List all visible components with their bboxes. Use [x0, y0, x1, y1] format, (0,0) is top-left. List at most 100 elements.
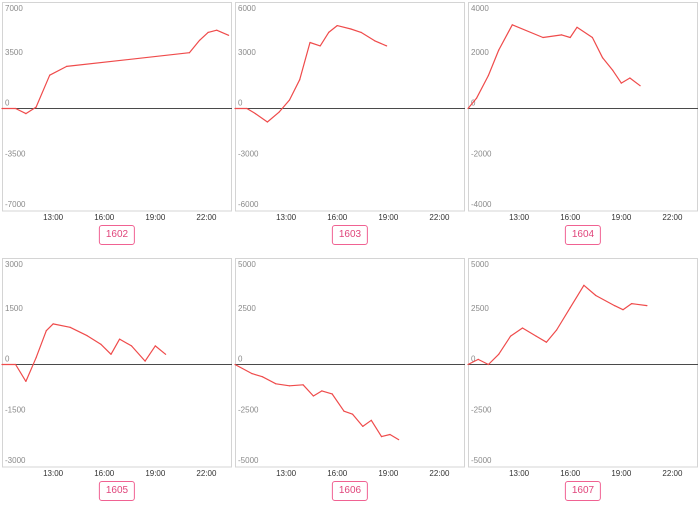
x-tick-label: 16:00 — [327, 213, 348, 222]
contract-1602-button[interactable]: 1602 — [98, 225, 136, 245]
y-tick-label: 3000 — [5, 260, 23, 269]
data-point — [646, 305, 648, 307]
data-point — [602, 57, 604, 59]
x-tick-label: 22:00 — [196, 213, 217, 222]
x-tick-label: 22:00 — [196, 469, 217, 478]
data-point — [254, 113, 256, 115]
y-tick-label: 0 — [471, 355, 476, 364]
data-point — [309, 41, 311, 44]
x-tick-label: 13:00 — [43, 213, 64, 222]
data-point — [362, 425, 364, 427]
chart-panel-1602: 7000 3500 0 -3500 -7000 13:00 16:00 19:00 22:00 … — [1, 2, 232, 252]
y-tick-label: 2500 — [238, 304, 256, 313]
data-point — [130, 345, 133, 347]
data-point — [66, 65, 68, 67]
data-point — [261, 376, 263, 378]
chart-1604: 4000 2000 0 -2000 -4000 13:00 16:00 19:00 22:00 — [467, 2, 698, 222]
data-point — [360, 31, 362, 33]
plot-frame — [235, 2, 465, 212]
data-point — [374, 40, 376, 42]
chart-panel-1607: 5000 2500 0 -2500 -5000 13:00 16:00 19:00 22:00 … — [467, 258, 698, 508]
y-tick-label: 2000 — [471, 48, 489, 57]
data-point — [631, 303, 633, 305]
data-point — [380, 436, 383, 438]
chart-1607: 5000 2500 0 -2500 -5000 13:00 16:00 19:00 22:00 — [467, 258, 698, 478]
data-point — [576, 26, 578, 28]
x-tick-label: 22:00 — [662, 469, 683, 478]
contract-1605-button[interactable]: 1605 — [98, 481, 136, 501]
y-tick-label: 5000 — [471, 260, 489, 269]
data-point — [545, 341, 547, 343]
y-tick-label: 0 — [5, 99, 10, 108]
contract-1603-button[interactable]: 1603 — [331, 225, 369, 245]
data-point — [278, 111, 280, 113]
contract-1607-button[interactable]: 1607 — [564, 481, 602, 501]
data-point — [467, 363, 469, 366]
data-point — [612, 69, 614, 71]
y-tick-label: 0 — [238, 355, 243, 364]
data-point — [15, 363, 17, 366]
data-point — [343, 410, 345, 412]
y-tick-label: -7000 — [5, 200, 26, 209]
data-point — [498, 353, 500, 355]
data-point — [35, 106, 37, 108]
chart-panel-1605: 3000 1500 0 -1500 -3000 13:00 16:00 19:00 22:00 … — [1, 258, 232, 508]
x-tick-label: 13:00 — [276, 213, 297, 222]
data-point — [510, 335, 512, 337]
data-point — [1, 363, 3, 366]
data-point — [521, 327, 524, 329]
x-tick-label: 22:00 — [429, 213, 450, 222]
x-tick-label: 19:00 — [378, 213, 399, 222]
chart-1602: 7000 3500 0 -3500 -7000 13:00 16:00 19:00 22:00 — [1, 2, 232, 222]
data-point — [386, 45, 388, 47]
y-tick-label: 6000 — [238, 4, 256, 13]
y-tick-label: -5000 — [471, 456, 492, 465]
y-tick-label: -2500 — [238, 405, 259, 414]
data-point — [475, 97, 478, 99]
series-line — [467, 284, 647, 366]
y-tick-label: 5000 — [238, 260, 256, 269]
x-tick-label: 16:00 — [94, 469, 115, 478]
x-tick-label: 19:00 — [611, 469, 632, 478]
y-tick-label: 0 — [238, 99, 243, 108]
contract-1604-button[interactable]: 1604 — [564, 225, 602, 245]
data-point — [165, 353, 167, 355]
data-point — [591, 36, 593, 39]
y-tick-label: -2000 — [471, 149, 492, 158]
data-point — [266, 121, 268, 123]
data-point — [467, 107, 469, 110]
data-point — [398, 439, 400, 441]
data-point — [275, 383, 277, 385]
y-tick-label: -6000 — [238, 200, 259, 209]
data-point — [321, 390, 323, 392]
series-line — [235, 25, 387, 123]
series-line — [2, 323, 166, 382]
y-tick-label: -5000 — [238, 456, 259, 465]
y-tick-label: 2500 — [471, 304, 489, 313]
y-tick-label: 4000 — [471, 4, 489, 13]
data-point — [110, 353, 112, 355]
data-point — [350, 28, 352, 30]
data-point — [15, 107, 17, 110]
x-tick-label: 19:00 — [145, 469, 166, 478]
y-tick-label: -2500 — [471, 405, 492, 414]
data-point — [569, 36, 571, 39]
y-tick-label: 1500 — [5, 304, 23, 313]
data-point — [154, 345, 156, 347]
x-tick-label: 16:00 — [94, 213, 115, 222]
data-point — [620, 82, 622, 84]
data-point — [207, 31, 209, 33]
x-tick-label: 13:00 — [276, 469, 297, 478]
chart-panel-1603: 6000 3000 0 -3000 -6000 13:00 16:00 19:00 22:00 … — [234, 2, 465, 252]
data-point — [639, 85, 641, 87]
data-point — [188, 52, 190, 54]
data-point — [100, 343, 102, 345]
data-point — [595, 294, 597, 297]
y-tick-label: 0 — [5, 355, 10, 364]
data-point — [288, 99, 291, 101]
x-tick-label: 16:00 — [327, 469, 348, 478]
plot-frame — [468, 2, 698, 212]
x-tick-label: 19:00 — [611, 213, 632, 222]
series-line — [2, 29, 229, 115]
contract-1606-button[interactable]: 1606 — [331, 481, 369, 501]
